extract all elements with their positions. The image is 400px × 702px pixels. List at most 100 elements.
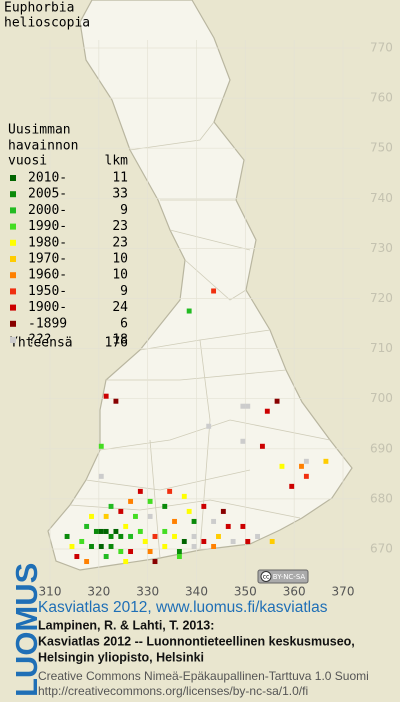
occurrence-square bbox=[181, 538, 187, 544]
legend-swatch bbox=[10, 288, 16, 295]
x-tick-label: 340 bbox=[185, 585, 208, 599]
legend-label: 2000- bbox=[28, 203, 67, 218]
occurrence-square bbox=[118, 533, 124, 539]
occurrence-square bbox=[201, 503, 207, 509]
occurrence-square bbox=[147, 549, 153, 555]
occurrence-square bbox=[225, 523, 231, 529]
legend-label: 2010- bbox=[28, 171, 67, 186]
occurrence-square bbox=[89, 513, 94, 519]
badge-cc: cc bbox=[263, 574, 270, 581]
legend-swatch bbox=[10, 304, 16, 311]
occurrence-square bbox=[147, 498, 153, 504]
legend-count: 11 bbox=[112, 171, 128, 186]
occurrence-square bbox=[220, 508, 226, 514]
occurrence-square bbox=[128, 498, 134, 504]
occurrence-square bbox=[230, 538, 236, 544]
occurrence-square bbox=[211, 543, 217, 549]
legend-label: 1950- bbox=[28, 284, 67, 299]
legend-count: 10 bbox=[112, 252, 128, 267]
legend-swatch bbox=[10, 320, 16, 327]
title-line: helioscopia bbox=[4, 16, 90, 31]
occurrence-square bbox=[123, 523, 129, 529]
occurrence-square bbox=[103, 528, 109, 534]
legend-label: -1899 bbox=[28, 316, 67, 331]
occurrence-square bbox=[162, 543, 168, 549]
occurrence-square bbox=[93, 528, 99, 534]
legend-count: 33 bbox=[112, 187, 128, 202]
occurrence-square bbox=[103, 554, 109, 560]
legend-swatch bbox=[10, 223, 16, 230]
occurrence-square bbox=[186, 308, 192, 314]
occurrence-square bbox=[162, 503, 168, 509]
legend-swatch bbox=[10, 191, 16, 198]
legend-label: 1960- bbox=[28, 268, 67, 283]
occurrence-square bbox=[172, 533, 177, 539]
occurrence-square bbox=[279, 463, 285, 469]
occurrence-square bbox=[64, 533, 70, 539]
occurrence-square bbox=[152, 533, 158, 539]
occurrence-square bbox=[240, 438, 246, 444]
legend-header: vuosi bbox=[8, 154, 47, 169]
occurrence-square bbox=[98, 473, 104, 479]
finland-outline bbox=[47, 0, 353, 571]
x-tick-label: 330 bbox=[136, 585, 159, 599]
occurrence-square bbox=[84, 559, 90, 565]
x-tick-label: 310 bbox=[39, 585, 62, 599]
occurrence-square bbox=[113, 528, 119, 534]
license-url: http://creativecommons.org/licenses/by-n… bbox=[38, 684, 308, 698]
occurrence-square bbox=[128, 533, 134, 539]
grid bbox=[40, 40, 360, 585]
occurrence-square bbox=[211, 288, 217, 294]
occurrence-square bbox=[89, 543, 94, 549]
occurrence-square bbox=[176, 554, 182, 560]
citation: Helsingin yliopisto, Helsinki bbox=[38, 650, 204, 664]
occurrence-square bbox=[118, 508, 124, 514]
occurrence-squares bbox=[64, 288, 329, 565]
occurrence-square bbox=[191, 543, 197, 549]
occurrence-square bbox=[245, 538, 251, 544]
occurrence-square bbox=[201, 538, 207, 544]
legend-count: 23 bbox=[112, 235, 128, 250]
occurrence-square bbox=[98, 528, 104, 534]
occurrence-square bbox=[152, 559, 158, 565]
occurrence-square bbox=[84, 523, 90, 529]
y-tick-label: 760 bbox=[370, 91, 393, 105]
occurrence-square bbox=[323, 458, 329, 464]
occurrence-square bbox=[103, 393, 109, 399]
legend-swatch bbox=[10, 239, 16, 246]
legend-count: 10 bbox=[112, 268, 128, 283]
occurrence-square bbox=[142, 538, 148, 544]
x-tick-label: 360 bbox=[283, 585, 306, 599]
legend-header: lkm bbox=[105, 154, 129, 169]
y-tick-label: 670 bbox=[370, 542, 393, 556]
occurrence-square bbox=[108, 533, 114, 539]
legend-count: 18 bbox=[112, 333, 128, 348]
occurrence-square bbox=[108, 543, 114, 549]
occurrence-square bbox=[74, 554, 80, 560]
occurrence-square bbox=[133, 513, 138, 519]
legend-count: 9 bbox=[120, 284, 128, 299]
occurrence-square bbox=[264, 408, 270, 414]
legend-count: 6 bbox=[120, 316, 128, 331]
occurrence-square bbox=[113, 398, 119, 404]
occurrence-square bbox=[98, 543, 104, 549]
occurrence-square bbox=[299, 463, 304, 469]
occurrence-square bbox=[240, 403, 246, 409]
y-tick-label: 700 bbox=[370, 391, 393, 405]
occurrence-square bbox=[181, 493, 187, 499]
legend: Uusimman havainnon vuosi lkm Yhteensä 17… bbox=[8, 123, 128, 351]
total-count: 176 bbox=[105, 336, 128, 351]
license-text: Creative Commons Nimeä-Epäkaupallinen-Ta… bbox=[38, 669, 369, 683]
occurrence-square bbox=[240, 523, 246, 529]
occurrence-square bbox=[303, 473, 309, 479]
occurrence-square bbox=[186, 508, 192, 514]
y-tick-label: 750 bbox=[370, 141, 393, 155]
occurrence-square bbox=[137, 528, 143, 534]
occurrence-square bbox=[191, 518, 197, 524]
title-line: Euphorbia bbox=[4, 1, 74, 16]
legend-label: 1970- bbox=[28, 252, 67, 267]
occurrence-square bbox=[118, 549, 124, 555]
y-tick-label: 730 bbox=[370, 241, 393, 255]
legend-swatch bbox=[10, 337, 16, 343]
